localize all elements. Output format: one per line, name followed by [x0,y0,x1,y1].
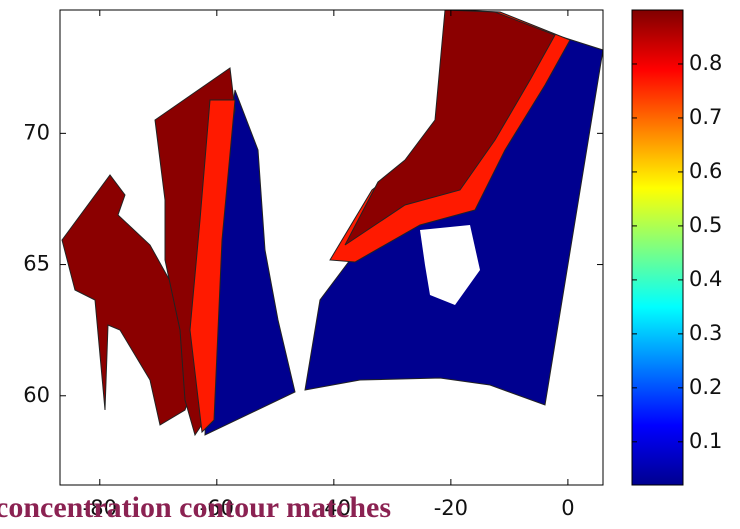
figure: -80-60-40-2006065700.10.20.30.40.50.60.7… [0,0,740,529]
colorbar-tick-label: 0.6 [689,159,722,183]
y-tick-label: 60 [23,383,50,407]
caption: concentration contour matches [0,491,391,524]
colorbar-tick-label: 0.4 [689,267,722,291]
colorbar-tick-label: 0.2 [689,375,722,399]
x-tick-label: -20 [434,496,468,520]
x-tick-label: 0 [561,496,574,520]
colorbar-tick-label: 0.8 [689,51,722,75]
colorbar-tick-label: 0.1 [689,429,722,453]
colorbar-tick-label: 0.7 [689,105,722,129]
colorbar-tick-label: 0.5 [689,213,722,237]
y-tick-label: 70 [23,120,50,144]
colorbar [632,10,683,485]
map-fields [62,10,603,435]
colorbar-tick-label: 0.3 [689,321,722,345]
y-tick-label: 65 [23,252,50,276]
